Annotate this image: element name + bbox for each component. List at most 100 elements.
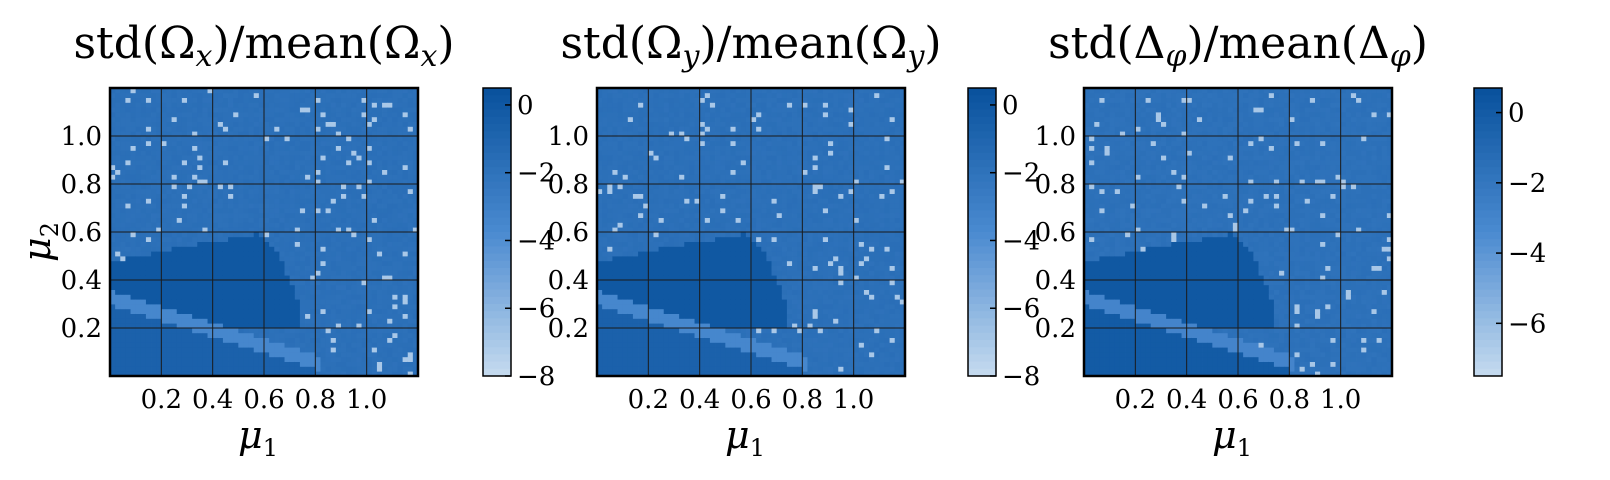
heatmap-cell	[648, 169, 654, 175]
heatmap-cell	[689, 361, 695, 367]
heatmap-cell	[171, 116, 178, 122]
heatmap-cell	[320, 270, 326, 276]
heatmap-cell	[617, 112, 624, 118]
heatmap-cell	[264, 126, 270, 132]
heatmap-cell	[222, 193, 229, 199]
heatmap-cell	[264, 299, 270, 305]
heatmap-cell	[120, 313, 126, 319]
heatmap-cell	[627, 328, 634, 334]
heatmap-cell	[699, 270, 706, 276]
heatmap-cell	[176, 217, 183, 223]
heatmap-cell	[653, 241, 659, 247]
heatmap-cell	[135, 102, 142, 108]
heatmap-cell	[222, 217, 229, 223]
heatmap-cell	[299, 97, 306, 103]
heatmap-cell	[346, 352, 352, 358]
heatmap-cell	[202, 294, 208, 300]
heatmap-cell	[689, 270, 695, 276]
heatmap-cell	[171, 256, 178, 262]
heatmap-cell	[207, 251, 214, 257]
heatmap-cell	[228, 294, 234, 300]
heatmap-cell	[371, 208, 378, 214]
heatmap-cell	[202, 270, 208, 276]
heatmap-cell	[622, 112, 629, 118]
heatmap-cell	[264, 361, 270, 367]
heatmap-cell	[192, 222, 198, 228]
heatmap-cell	[110, 260, 116, 266]
heatmap-cell	[145, 251, 152, 257]
heatmap-cell	[392, 155, 398, 161]
heatmap-cell	[135, 356, 142, 362]
heatmap-cell	[274, 121, 280, 127]
heatmap-cell	[643, 246, 649, 252]
heatmap-cell	[125, 251, 131, 257]
heatmap-cell	[371, 145, 378, 151]
heatmap-cell	[166, 193, 172, 199]
heatmap-cell	[202, 366, 208, 372]
heatmap-cell	[330, 116, 337, 122]
heatmap-cell	[387, 299, 393, 305]
heatmap-cell	[320, 246, 326, 252]
heatmap-cell	[320, 145, 326, 151]
heatmap-cell	[294, 184, 301, 190]
heatmap-cell	[392, 212, 398, 218]
heatmap-cell	[238, 102, 244, 108]
heatmap-cell	[248, 208, 255, 214]
heatmap-cell	[684, 160, 690, 166]
heatmap-cell	[412, 126, 419, 132]
heatmap-cell	[279, 140, 285, 146]
heatmap-cell	[145, 260, 152, 266]
heatmap-cell	[222, 294, 229, 300]
heatmap-cell	[699, 236, 706, 242]
heatmap-cell	[258, 88, 265, 94]
heatmap-cell	[176, 356, 183, 362]
heatmap-cell	[222, 260, 229, 266]
heatmap-cell	[382, 275, 388, 281]
heatmap-cell	[387, 270, 393, 276]
heatmap-cell	[130, 208, 137, 214]
heatmap-cell	[171, 270, 178, 276]
heatmap-cell	[279, 318, 285, 324]
heatmap-cell	[197, 342, 203, 348]
x-tick-label: 0.4	[192, 385, 233, 415]
heatmap-cell	[627, 107, 634, 113]
heatmap-cell	[632, 308, 639, 314]
heatmap-cell	[612, 184, 618, 190]
heatmap-cell	[617, 356, 624, 362]
heatmap-cell	[663, 361, 670, 367]
heatmap-cell	[371, 371, 378, 377]
heatmap-cell	[361, 160, 368, 166]
heatmap-cell	[135, 304, 142, 310]
heatmap-cell	[115, 193, 121, 199]
heatmap-cell	[181, 160, 188, 166]
heatmap-cell	[674, 232, 680, 238]
heatmap-cell	[382, 371, 388, 377]
heatmap-cell	[351, 294, 357, 300]
heatmap-cell	[346, 126, 352, 132]
heatmap-cell	[668, 323, 675, 329]
heatmap-cell	[161, 356, 167, 362]
heatmap-cell	[612, 284, 618, 290]
heatmap-cell	[638, 88, 644, 94]
heatmap-cell	[181, 116, 188, 122]
heatmap-cell	[181, 188, 188, 194]
heatmap-cell	[269, 371, 275, 377]
heatmap-cell	[115, 246, 121, 252]
heatmap-cell	[310, 342, 316, 348]
heatmap-cell	[151, 92, 157, 98]
heatmap-cell	[269, 260, 275, 266]
heatmap-cell	[689, 299, 695, 305]
heatmap-cell	[120, 332, 126, 338]
heatmap-cell	[325, 145, 332, 151]
heatmap-cell	[397, 97, 403, 103]
heatmap-cell	[228, 155, 234, 161]
heatmap-cell	[315, 361, 321, 367]
heatmap-cell	[366, 188, 373, 194]
heatmap-cell	[648, 88, 654, 94]
heatmap-cell	[694, 140, 701, 146]
heatmap-cell	[176, 92, 183, 98]
heatmap-cell	[305, 126, 311, 132]
heatmap-cell	[217, 160, 224, 166]
heatmap-cell	[248, 371, 255, 377]
heatmap-cell	[658, 102, 665, 108]
